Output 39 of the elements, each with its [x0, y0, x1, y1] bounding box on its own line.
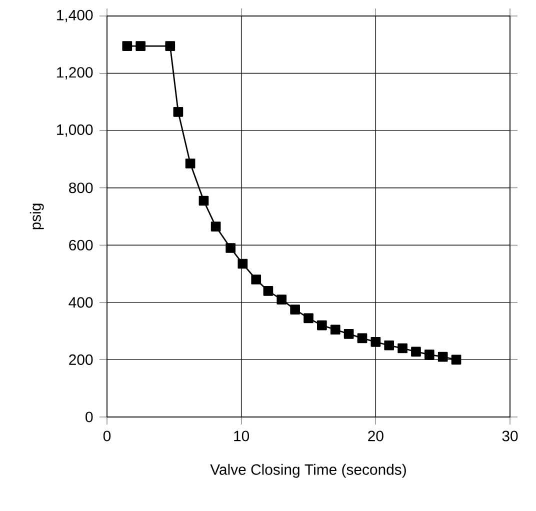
y-tick-label: 1,400: [57, 10, 93, 22]
point: [185, 158, 196, 168]
point: [330, 324, 340, 335]
y-tick-label: 1,200: [57, 67, 93, 80]
point: [384, 340, 394, 350]
point: [290, 304, 300, 315]
point: [411, 346, 421, 357]
point: [226, 243, 236, 253]
y-tick-label: 1,000: [57, 124, 93, 137]
y-tick-label: 400: [68, 297, 93, 308]
y-axis-title: psig: [30, 204, 44, 230]
y-tick-label: 200: [69, 354, 93, 365]
x-tick-label: 20: [368, 430, 384, 442]
x-tick-label: 30: [502, 430, 518, 442]
point: [398, 343, 408, 354]
point: [276, 294, 287, 304]
point: [451, 354, 462, 365]
point: [263, 286, 274, 296]
x-tick-label: 0: [103, 430, 111, 442]
point: [370, 337, 381, 347]
point: [122, 41, 132, 51]
y-tick-label: 0: [86, 412, 93, 422]
point: [424, 350, 434, 360]
point: [198, 196, 209, 206]
point: [136, 41, 146, 51]
x-axis-title: Valve Closing Time (seconds): [210, 464, 406, 478]
point: [304, 313, 314, 324]
point: [251, 274, 262, 284]
point: [438, 352, 448, 362]
point: [357, 333, 368, 344]
point: [238, 258, 248, 269]
point: [317, 320, 327, 330]
point: [344, 329, 354, 339]
point: [173, 107, 184, 117]
x-tick-label: 10: [234, 430, 250, 442]
point: [165, 41, 176, 51]
point: [210, 222, 221, 232]
y-tick-label: 800: [69, 182, 93, 194]
y-tick-label: 600: [69, 240, 93, 250]
